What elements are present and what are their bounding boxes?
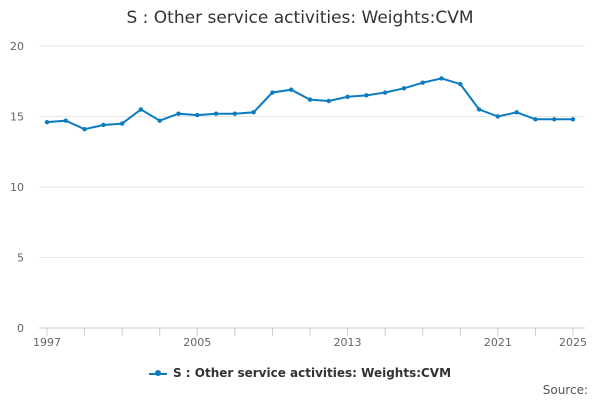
y-tick-label: 0 xyxy=(17,322,24,335)
series-line xyxy=(46,77,573,131)
data-point xyxy=(176,111,181,116)
data-point xyxy=(458,81,463,87)
data-point xyxy=(232,111,238,116)
chart-title: S : Other service activities: Weights:CV… xyxy=(126,8,474,28)
data-point xyxy=(157,118,162,123)
x-tick-label: 2013 xyxy=(334,336,362,349)
data-point xyxy=(345,94,350,99)
data-point xyxy=(82,126,87,132)
series-layer xyxy=(44,76,576,132)
data-point xyxy=(570,117,576,122)
source-label: Source: xyxy=(542,383,588,397)
data-point xyxy=(119,121,125,126)
axes: 0 5 10 15 20 1997 2005 2013 2021 2025 xyxy=(10,40,587,349)
legend-swatch xyxy=(148,369,167,376)
data-point xyxy=(251,110,256,115)
legend[interactable]: S : Other service activities: Weights:CV… xyxy=(0,366,600,380)
data-point xyxy=(420,80,425,85)
data-point xyxy=(476,107,482,112)
data-point xyxy=(307,97,313,102)
data-point xyxy=(439,76,444,81)
data-point xyxy=(364,93,369,98)
data-point xyxy=(44,119,50,125)
data-point xyxy=(533,117,538,122)
grid-lines xyxy=(39,45,585,329)
data-point xyxy=(289,87,294,92)
data-point xyxy=(514,110,519,115)
legend-label: S : Other service activities: Weights:CV… xyxy=(172,366,452,380)
data-point xyxy=(213,111,219,116)
data-point xyxy=(63,118,68,123)
y-tick-label: 20 xyxy=(10,40,24,53)
data-point xyxy=(401,86,407,91)
x-tick-label: 2025 xyxy=(559,336,587,349)
x-tick-label: 2021 xyxy=(484,336,512,349)
y-tick-label: 15 xyxy=(10,111,24,124)
x-tick-label: 2005 xyxy=(183,336,211,349)
y-tick-label: 10 xyxy=(10,181,24,194)
data-point xyxy=(138,107,144,112)
data-point xyxy=(552,117,557,122)
data-point xyxy=(270,90,275,95)
data-point xyxy=(195,112,200,118)
y-tick-label: 5 xyxy=(17,252,24,265)
x-tick-label: 1997 xyxy=(33,336,61,349)
data-point xyxy=(495,114,501,119)
data-point xyxy=(382,90,388,95)
data-point xyxy=(101,122,106,128)
data-point xyxy=(326,98,331,104)
